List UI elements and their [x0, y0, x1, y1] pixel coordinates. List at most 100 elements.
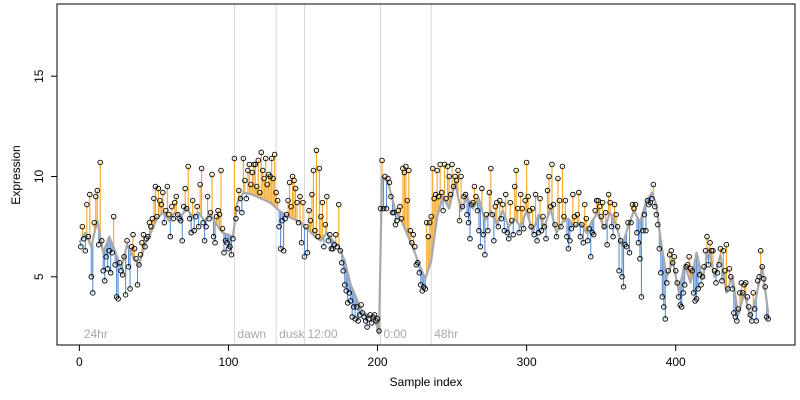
data-point	[198, 165, 205, 172]
data-point	[298, 239, 305, 246]
data-point	[377, 205, 384, 212]
data-point	[434, 167, 440, 174]
vline-layer	[233, 4, 432, 345]
data-point	[602, 209, 609, 216]
data-point	[259, 167, 266, 174]
data-point	[722, 268, 728, 274]
data-point	[664, 280, 670, 286]
data-point	[608, 223, 615, 230]
data-point	[652, 203, 658, 210]
data-point	[307, 217, 314, 224]
data-point	[252, 161, 259, 168]
data-point	[177, 217, 184, 224]
data-point	[757, 247, 764, 254]
data-point	[291, 177, 297, 184]
data-point	[310, 167, 317, 174]
data-point	[130, 231, 136, 238]
data-point	[401, 169, 408, 176]
data-point	[549, 161, 555, 168]
data-point	[204, 193, 211, 200]
data-point	[701, 264, 707, 270]
data-point	[655, 221, 661, 228]
data-point	[632, 201, 639, 208]
data-point	[276, 223, 282, 230]
data-point	[543, 235, 549, 242]
data-point	[565, 245, 572, 252]
data-point	[532, 191, 539, 198]
data-point	[665, 268, 672, 274]
y-axis-title: Expression	[9, 145, 23, 204]
data-point	[90, 290, 96, 296]
data-point	[534, 237, 540, 244]
data-point	[285, 197, 291, 204]
data-point	[85, 233, 92, 240]
data-point	[192, 213, 199, 220]
data-point	[525, 193, 531, 200]
data-point	[336, 201, 342, 208]
data-point	[619, 274, 625, 280]
data-point	[440, 207, 446, 214]
data-point	[306, 207, 312, 214]
data-point	[668, 247, 675, 254]
data-point	[261, 175, 267, 182]
data-point	[505, 235, 512, 242]
data-point	[760, 276, 767, 282]
data-point	[234, 205, 241, 212]
data-point	[640, 227, 646, 234]
data-point	[200, 219, 206, 226]
x-axis-title: Sample index	[390, 375, 463, 389]
data-point	[195, 223, 202, 230]
data-point	[462, 191, 469, 198]
data-point	[598, 213, 604, 220]
data-point	[476, 227, 482, 234]
data-point	[397, 203, 403, 210]
data-point	[167, 233, 174, 240]
x-tick-label: 0	[76, 355, 83, 369]
data-point	[186, 215, 193, 222]
data-point	[112, 262, 118, 268]
data-point	[616, 268, 622, 274]
data-point	[158, 201, 165, 208]
data-point	[529, 205, 536, 212]
data-point	[280, 247, 287, 254]
data-point	[510, 231, 516, 238]
data-point	[449, 161, 455, 168]
data-point	[255, 157, 262, 164]
data-point	[355, 318, 361, 324]
data-point	[309, 191, 315, 198]
data-point	[552, 221, 558, 228]
data-point	[520, 225, 527, 232]
data-point	[471, 183, 478, 190]
data-point	[127, 286, 133, 292]
data-point	[641, 211, 648, 218]
data-point	[206, 215, 212, 222]
data-point	[453, 177, 460, 184]
data-point	[257, 189, 263, 196]
data-point	[407, 227, 414, 234]
data-point	[107, 270, 114, 276]
data-point	[522, 197, 528, 204]
data-point	[183, 205, 190, 212]
data-point	[322, 221, 329, 228]
data-point	[558, 223, 564, 230]
data-point	[587, 253, 594, 260]
data-point	[301, 253, 308, 260]
data-point	[268, 155, 275, 162]
data-point	[611, 201, 618, 208]
data-point	[544, 187, 551, 194]
data-point	[224, 239, 230, 246]
data-point	[735, 306, 742, 312]
data-point	[710, 247, 716, 254]
data-point	[172, 199, 178, 206]
data-point	[219, 225, 226, 232]
data-point	[531, 231, 537, 238]
data-point	[242, 177, 248, 184]
data-point	[243, 195, 250, 202]
data-point	[339, 260, 345, 266]
data-point	[698, 282, 704, 288]
data-point	[661, 304, 667, 310]
data-point	[488, 165, 494, 172]
data-point	[333, 231, 339, 238]
data-point	[634, 229, 640, 236]
data-point	[182, 185, 188, 192]
